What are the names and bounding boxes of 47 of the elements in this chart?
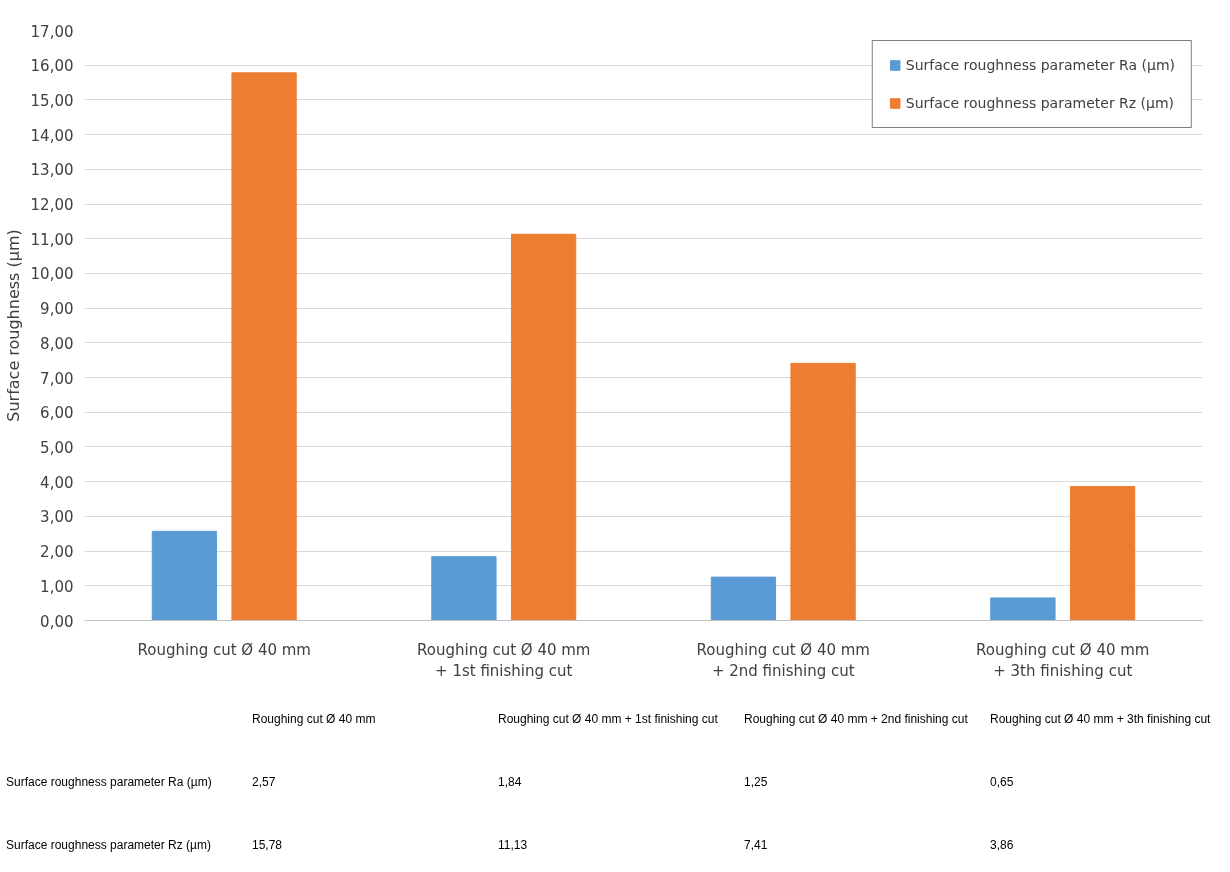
x-tick-label: Roughing cut Ø 40 mm + 1st finishing cut: [417, 640, 591, 681]
data-label: 2,57: [251, 773, 277, 791]
data-label: 11,13: [497, 836, 529, 854]
y-tick-label: 13,00: [30, 161, 74, 180]
legend-label: Surface roughness parameter Ra (µm): [905, 57, 1175, 73]
bar: [990, 597, 1056, 621]
bar: [1069, 486, 1136, 621]
category-label: Roughing cut Ø 40 mm + 1st finishing cut: [498, 711, 718, 726]
y-tick-label: 10,00: [30, 265, 74, 284]
legend-label: Surface roughness parameter Rz (µm): [905, 95, 1175, 111]
y-tick-label: 4,00: [40, 473, 74, 492]
y-tick-label: 0,00: [40, 612, 74, 631]
data-label: 1,25: [743, 773, 769, 791]
y-tick-label: 1,00: [40, 577, 74, 596]
bar: [510, 233, 577, 621]
data-label: 7,41: [743, 836, 769, 854]
y-tick-label: 14,00: [30, 126, 74, 145]
bar: [431, 556, 497, 621]
bar: [151, 530, 218, 621]
x-tick-label: Roughing cut Ø 40 mm: [137, 640, 311, 659]
y-tick-label: 9,00: [40, 300, 74, 319]
x-tick-label: Roughing cut Ø 40 mm + 3th finishing cut: [976, 640, 1150, 681]
y-tick-label: 11,00: [30, 230, 74, 249]
category-label: Roughing cut Ø 40 mm: [252, 711, 376, 726]
bar: [231, 72, 297, 621]
bar: [790, 362, 856, 621]
bar: [710, 576, 777, 621]
x-tick-label: Roughing cut Ø 40 mm + 2nd finishing cut: [696, 640, 870, 681]
data-label: 3,86: [989, 836, 1015, 854]
category-label: Roughing cut Ø 40 mm + 3th finishing cut: [990, 711, 1211, 726]
y-tick-label: 17,00: [30, 22, 74, 41]
y-tick-label: 8,00: [40, 334, 74, 353]
y-tick-label: 7,00: [40, 369, 74, 388]
y-tick-label: 15,00: [30, 91, 74, 110]
data-label: 1,84: [497, 773, 523, 791]
y-tick-label: 3,00: [40, 508, 74, 527]
data-label: 15,78: [251, 836, 284, 854]
y-tick-label: 5,00: [40, 438, 74, 457]
y-tick-label: 16,00: [30, 57, 74, 76]
data-label: 0,65: [989, 773, 1015, 791]
y-axis-title: Surface roughness (µm): [3, 229, 23, 422]
y-tick-label: 12,00: [30, 196, 74, 215]
text: Surface roughness parameter Ra (µm): [6, 774, 212, 789]
text: Surface roughness parameter Rz (µm): [6, 837, 211, 852]
y-tick-label: 6,00: [40, 404, 74, 423]
y-tick-label: 2,00: [40, 543, 74, 562]
category-label: Roughing cut Ø 40 mm + 2nd finishing cut: [744, 711, 968, 726]
